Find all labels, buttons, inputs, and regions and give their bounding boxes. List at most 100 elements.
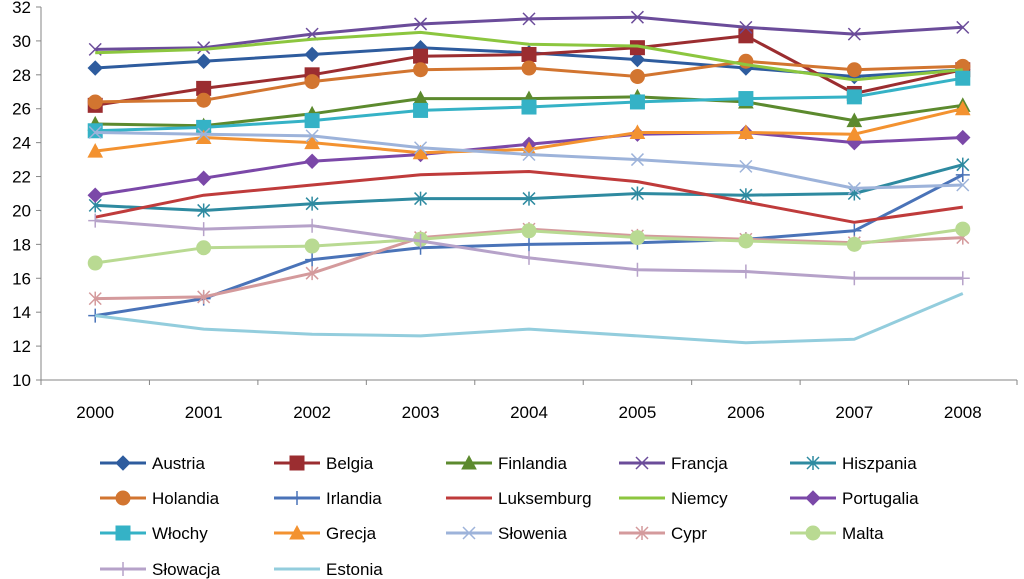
- legend-item: Słowenia: [446, 524, 568, 543]
- data-point-diamond: [87, 60, 103, 76]
- data-point-diamond: [195, 53, 212, 69]
- data-point-x: [847, 27, 861, 41]
- series-Niemcy: [95, 30, 963, 82]
- series-line: [95, 30, 963, 82]
- data-point-x: [630, 10, 644, 24]
- data-point-x: [956, 20, 970, 34]
- data-point-x: [305, 129, 319, 143]
- y-tick-label: 24: [12, 134, 31, 153]
- data-point-square: [955, 70, 971, 86]
- data-point-diamond: [304, 153, 320, 169]
- data-point-triangle: [738, 124, 754, 139]
- data-point-square: [846, 89, 862, 105]
- legend-label: Słowacja: [152, 560, 221, 579]
- data-point-star: [305, 266, 319, 281]
- data-point-diamond: [304, 46, 320, 63]
- data-point-square: [289, 455, 305, 471]
- legend-label: Luksemburg: [498, 489, 592, 508]
- data-point-plus: [955, 167, 970, 182]
- legend-item: Austria: [100, 454, 205, 473]
- series-line: [94, 170, 964, 224]
- data-point-x: [739, 159, 753, 173]
- data-point-circle: [521, 60, 537, 76]
- data-point-circle: [87, 94, 103, 110]
- series-Włochy: [87, 70, 971, 139]
- data-point-square: [738, 91, 754, 107]
- data-point-diamond: [629, 51, 646, 68]
- data-point-circle: [629, 69, 645, 85]
- legend-label: Malta: [842, 524, 884, 543]
- data-point-square: [87, 123, 103, 139]
- legend-item: Portugalia: [790, 489, 919, 508]
- legend-label: Finlandia: [498, 454, 568, 473]
- legend-item: Estonia: [274, 560, 383, 579]
- data-point-star: [197, 203, 211, 218]
- data-point-plus: [116, 562, 130, 576]
- data-point-circle: [955, 221, 971, 237]
- legend-item: Hiszpania: [790, 454, 917, 473]
- legend-label: Hiszpania: [842, 454, 917, 473]
- data-point-x: [522, 12, 536, 26]
- data-point-star: [739, 188, 753, 203]
- y-tick-label: 32: [12, 0, 31, 17]
- data-point-circle: [115, 490, 131, 506]
- data-point-x: [414, 141, 428, 155]
- data-point-diamond: [195, 170, 212, 186]
- y-tick-label: 16: [12, 269, 31, 288]
- data-point-x: [847, 181, 861, 195]
- data-point-plus: [847, 271, 862, 286]
- data-point-x: [88, 125, 102, 139]
- x-tick-label: 2003: [402, 403, 440, 422]
- legend-label: Estonia: [326, 560, 383, 579]
- legend-item: Belgia: [274, 454, 374, 473]
- data-point-plus: [196, 222, 211, 237]
- data-point-square: [413, 102, 429, 118]
- data-point-plus: [413, 233, 428, 248]
- data-point-circle: [521, 223, 537, 239]
- series-Luksemburg: [94, 170, 964, 224]
- data-point-square: [304, 113, 320, 129]
- legend-label: Francja: [671, 454, 728, 473]
- data-point-plus: [305, 218, 320, 233]
- data-point-triangle: [304, 134, 320, 150]
- data-point-x: [635, 456, 649, 470]
- data-point-circle: [846, 236, 862, 252]
- x-tick-label: 2000: [76, 403, 114, 422]
- data-point-plus: [847, 223, 862, 238]
- data-point-diamond: [955, 129, 971, 146]
- data-point-x: [197, 41, 211, 55]
- legend-item: Cypr: [619, 524, 707, 543]
- legend-item: Luksemburg: [446, 489, 592, 508]
- data-point-star: [806, 456, 820, 470]
- data-point-triangle: [846, 126, 863, 141]
- legend-label: Słowenia: [498, 524, 568, 543]
- series-line: [95, 292, 964, 345]
- data-point-circle: [196, 92, 212, 108]
- data-point-circle: [87, 255, 103, 271]
- data-point-star: [635, 526, 649, 540]
- series-Estonia: [95, 292, 964, 345]
- x-tick-label: 2001: [185, 403, 223, 422]
- x-tick-label: 2006: [727, 403, 765, 422]
- legend-item: Niemcy: [619, 489, 728, 508]
- data-point-plus: [630, 262, 645, 277]
- data-point-square: [738, 28, 754, 44]
- legend-label: Austria: [152, 454, 205, 473]
- data-point-square: [521, 99, 537, 115]
- y-tick-label: 26: [12, 100, 31, 119]
- series-Słowacja: [88, 213, 970, 286]
- data-point-square: [629, 94, 645, 110]
- legend-item: Włochy: [100, 524, 208, 543]
- legend-item: Irlandia: [274, 489, 382, 508]
- data-point-square: [115, 525, 131, 541]
- data-point-circle: [413, 62, 429, 78]
- data-point-circle: [738, 233, 754, 249]
- data-point-x: [956, 178, 970, 192]
- legend-label: Irlandia: [326, 489, 382, 508]
- data-point-diamond: [115, 455, 131, 471]
- series-Słowenia: [88, 125, 970, 195]
- data-point-circle: [805, 525, 821, 541]
- data-point-plus: [955, 271, 970, 286]
- x-tick-label: 2005: [619, 403, 657, 422]
